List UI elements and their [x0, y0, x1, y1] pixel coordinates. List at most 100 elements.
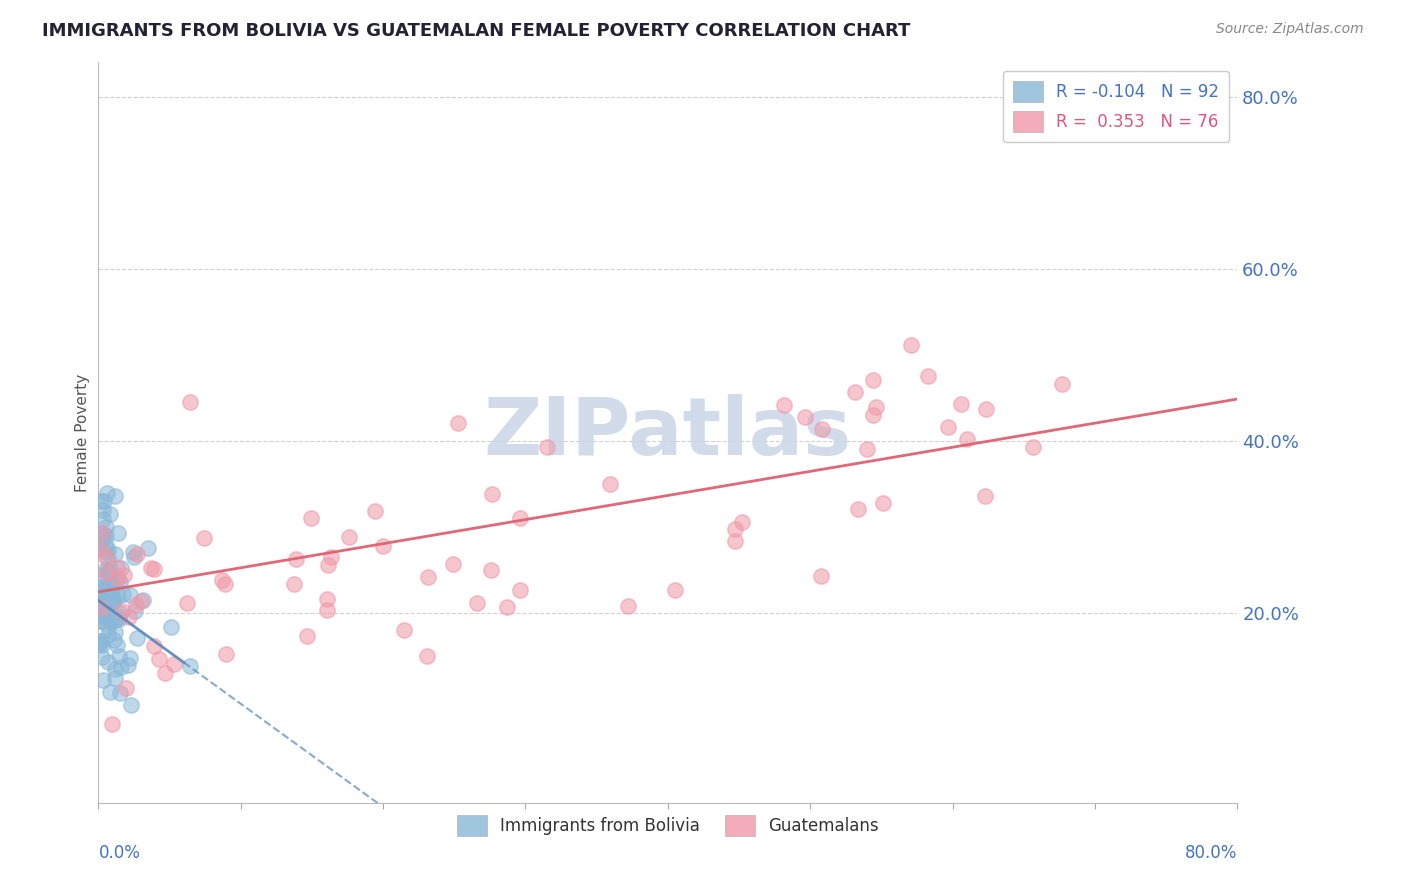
Point	[94, 545, 117, 559]
Point	[599, 477, 621, 491]
Point	[465, 596, 488, 610]
Point	[872, 496, 894, 510]
Point	[94, 529, 117, 543]
Text: 0.0%: 0.0%	[98, 844, 141, 862]
Point	[318, 558, 340, 572]
Point	[118, 588, 141, 602]
Point	[90, 600, 112, 615]
Point	[163, 657, 186, 671]
Point	[97, 564, 120, 578]
Point	[89, 540, 111, 554]
Point	[91, 503, 114, 517]
Point	[295, 629, 318, 643]
Point	[509, 511, 531, 525]
Point	[215, 647, 238, 661]
Point	[105, 638, 128, 652]
Point	[91, 512, 114, 526]
Point	[94, 593, 117, 607]
Point	[93, 575, 115, 590]
Point	[96, 610, 118, 624]
Point	[103, 593, 125, 607]
Point	[143, 562, 166, 576]
Point	[91, 602, 114, 616]
Point	[392, 623, 415, 637]
Point	[121, 545, 143, 559]
Point	[724, 533, 747, 548]
Point	[103, 489, 125, 503]
Point	[176, 596, 198, 610]
Point	[94, 592, 117, 607]
Point	[94, 561, 117, 575]
Point	[111, 604, 134, 618]
Point	[90, 532, 112, 546]
Point	[810, 569, 832, 583]
Point	[794, 409, 817, 424]
Point	[91, 526, 114, 541]
Point	[316, 603, 339, 617]
Point	[98, 685, 121, 699]
Point	[214, 577, 236, 591]
Point	[90, 614, 112, 628]
Point	[114, 568, 136, 582]
Point	[94, 566, 117, 580]
Point	[136, 541, 159, 555]
Point	[98, 562, 121, 576]
Point	[108, 649, 131, 664]
Point	[107, 612, 129, 626]
Point	[90, 639, 112, 653]
Point	[89, 608, 111, 623]
Point	[97, 542, 120, 557]
Text: 80.0%: 80.0%	[1185, 844, 1237, 862]
Point	[159, 620, 181, 634]
Point	[110, 660, 132, 674]
Point	[101, 593, 124, 607]
Point	[89, 599, 111, 614]
Point	[89, 615, 111, 629]
Point	[283, 577, 305, 591]
Point	[441, 557, 464, 571]
Point	[319, 550, 342, 565]
Point	[811, 422, 834, 436]
Point	[100, 613, 122, 627]
Point	[862, 373, 884, 387]
Point	[90, 494, 112, 508]
Text: Source: ZipAtlas.com: Source: ZipAtlas.com	[1216, 22, 1364, 37]
Point	[94, 589, 117, 603]
Point	[124, 604, 146, 618]
Point	[98, 508, 121, 522]
Point	[94, 520, 117, 534]
Point	[97, 619, 120, 633]
Point	[103, 594, 125, 608]
Point	[900, 338, 922, 352]
Point	[104, 574, 127, 588]
Point	[447, 416, 470, 430]
Point	[337, 530, 360, 544]
Point	[94, 549, 117, 564]
Point	[509, 582, 531, 597]
Point	[89, 580, 111, 594]
Point	[120, 698, 142, 712]
Point	[110, 574, 132, 589]
Point	[94, 537, 117, 551]
Point	[371, 539, 394, 553]
Point	[125, 547, 148, 561]
Point	[179, 395, 201, 409]
Point	[724, 522, 747, 536]
Point	[104, 662, 127, 676]
Point	[772, 398, 794, 412]
Point	[101, 593, 124, 607]
Y-axis label: Female Poverty: Female Poverty	[75, 374, 90, 491]
Point	[101, 716, 124, 731]
Point	[481, 487, 503, 501]
Point	[97, 589, 120, 603]
Point	[107, 589, 129, 603]
Point	[107, 525, 129, 540]
Point	[115, 681, 138, 695]
Point	[862, 408, 884, 422]
Point	[112, 587, 135, 601]
Legend: Immigrants from Bolivia, Guatemalans: Immigrants from Bolivia, Guatemalans	[447, 805, 889, 847]
Point	[496, 599, 519, 614]
Point	[536, 440, 558, 454]
Point	[416, 570, 439, 584]
Point	[96, 486, 118, 500]
